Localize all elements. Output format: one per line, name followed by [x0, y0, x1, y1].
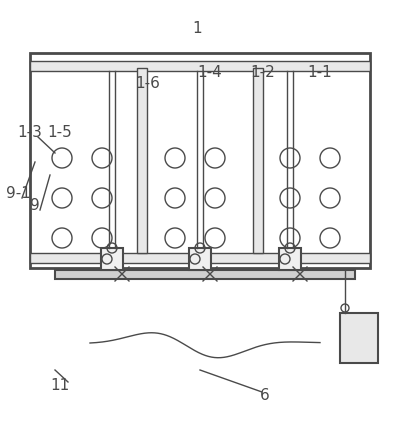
- Text: 1: 1: [192, 20, 202, 36]
- Text: 1-3: 1-3: [17, 124, 42, 140]
- Bar: [55, 270, 355, 279]
- Bar: [101, 248, 123, 270]
- Text: 11: 11: [51, 377, 70, 393]
- Bar: [340, 313, 378, 363]
- Text: 1-2: 1-2: [250, 64, 275, 80]
- Bar: [137, 68, 147, 253]
- Bar: [189, 248, 211, 270]
- Text: 9: 9: [30, 198, 40, 212]
- Text: 1-5: 1-5: [48, 124, 72, 140]
- Text: 1-1: 1-1: [308, 64, 332, 80]
- Bar: [30, 61, 370, 71]
- Text: 6: 6: [260, 387, 270, 403]
- Text: 1-6: 1-6: [135, 75, 160, 91]
- Bar: [253, 68, 263, 253]
- Bar: [279, 248, 301, 270]
- Text: 1-4: 1-4: [198, 64, 222, 80]
- Text: 9-1: 9-1: [6, 186, 30, 201]
- Bar: [30, 253, 370, 263]
- Bar: [30, 53, 370, 268]
